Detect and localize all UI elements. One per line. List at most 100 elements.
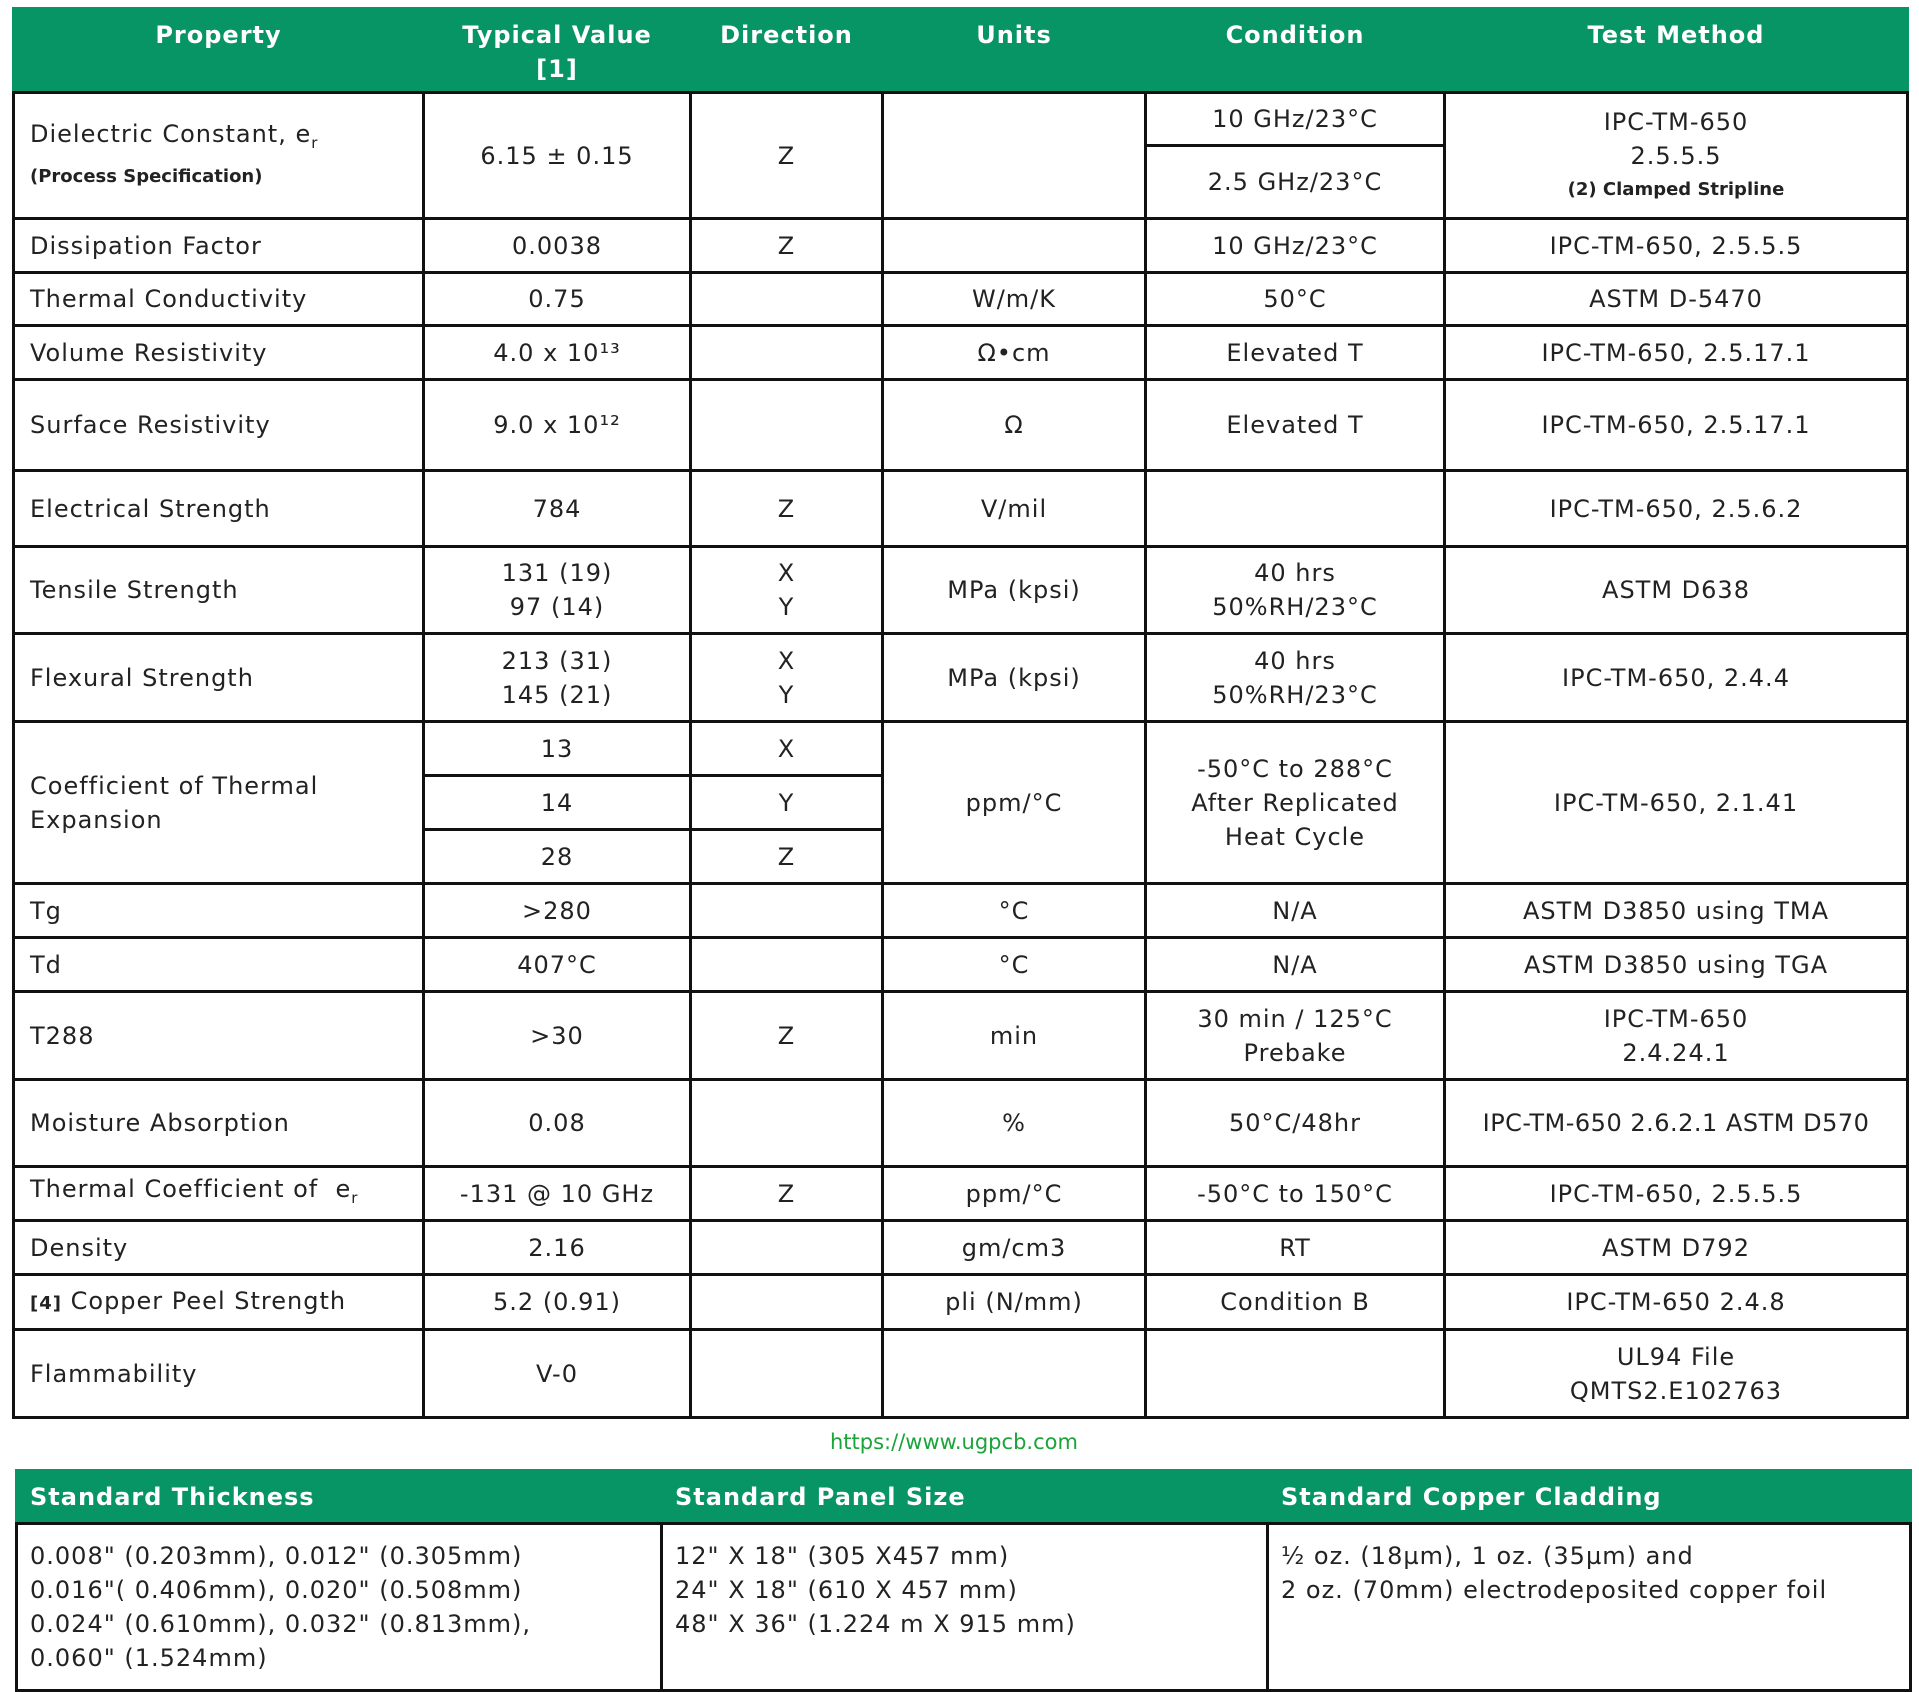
table-row: Coefficient of Thermal Expansion 13 X ppm… [12, 720, 1909, 885]
property-line: Coefficient of Thermal [30, 771, 319, 800]
table-row: 2.5 GHz/23°C [14, 144, 1908, 220]
value-cell: 9.0 x 10¹² [422, 378, 692, 472]
watermark: https://www.ugpcb.com [830, 1430, 1078, 1454]
table-row: Td 407°C °C N/A ASTM D3850 using TGA [12, 936, 1909, 993]
value-cell: V-0 [422, 1328, 692, 1419]
table-row: 0.008" (0.203mm), 0.012" (0.305mm) 0.016… [15, 1522, 1912, 1692]
direction-cell [689, 1273, 884, 1331]
method-line: IPC-TM-650 [1603, 1004, 1749, 1033]
direction-cell [689, 271, 884, 327]
property-label: Dielectric Constant, e [30, 120, 312, 149]
property-cell: Tg [12, 882, 425, 939]
direction-cell [689, 324, 884, 381]
panel-size-cell: 12" X 18" (305 X457 mm) 24" X 18" (610 X… [660, 1522, 1269, 1692]
value-cell: >280 [422, 882, 692, 939]
header-footnote: [1] [536, 55, 578, 83]
header-typical-value-label: Typical Value [462, 21, 652, 49]
property-cell: Dissipation Factor [12, 217, 425, 274]
method-line: IPC-TM-650 [1603, 107, 1749, 136]
method-cell: IPC-TM-650, 2.1.41 [1443, 720, 1909, 885]
header-standard-thickness: Standard Thickness [15, 1469, 663, 1525]
direction-line: Y [778, 680, 795, 709]
value-cell: 4.0 x 10¹³ [422, 324, 692, 381]
header-standard-copper-cladding: Standard Copper Cladding [1266, 1469, 1912, 1525]
units-cell [881, 1328, 1147, 1419]
method-cell: ASTM D792 [1443, 1219, 1909, 1276]
condition-line: 40 hrs [1254, 559, 1336, 587]
table-row: [4] Copper Peel Strength 5.2 (0.91) pli (N… [12, 1273, 1909, 1331]
thickness-line: 0.024" (0.610mm), 0.032" (0.813mm), [30, 1610, 532, 1638]
table-row: Electrical Strength 784 Z V/mil IPC-TM-650, … [12, 469, 1909, 548]
cladding-line: 2 oz. (70mm) electrodeposited copper foi… [1281, 1576, 1828, 1604]
value-cell: 131 (19) 97 (14) [422, 545, 692, 635]
table-row: Thermal Conductivity 0.75 W/m/K 50°C ASTM D-… [12, 271, 1909, 327]
condition-line: 50%RH/23°C [1212, 680, 1378, 709]
value-cell: 6.15 ± 0.15 [422, 91, 692, 220]
method-cell: ASTM D638 [1443, 545, 1909, 635]
property-cell: Electrical Strength [12, 469, 425, 548]
properties-table: Property Typical Value [1] Direction Unit… [12, 7, 1909, 1419]
condition-cell [1144, 469, 1446, 548]
value-cell: 407°C [422, 936, 692, 993]
direction-line: X [777, 646, 796, 675]
method-note: (2) Clamped Stripline [1567, 178, 1785, 200]
value-cell: 28 [422, 828, 692, 885]
units-cell: Ω•cm [881, 324, 1147, 381]
units-cell: gm/cm3 [881, 1219, 1147, 1276]
header-typical-value: Typical Value [1] [422, 7, 692, 94]
direction-cell [689, 1219, 884, 1276]
panel-line: 24" X 18" (610 X 457 mm) [675, 1576, 1018, 1604]
direction-cell [689, 882, 884, 939]
thickness-line: 0.060" (1.524mm) [30, 1644, 268, 1672]
value-line: 213 (31) [501, 646, 613, 675]
subscript: r [311, 133, 319, 152]
condition-cell: 50°C [1144, 271, 1446, 327]
table-row: Density 2.16 gm/cm3 RT ASTM D792 [12, 1219, 1909, 1276]
method-cell: IPC-TM-650 2.4.24.1 [1443, 990, 1909, 1081]
subscript: r [351, 1188, 359, 1207]
value-cell: 0.08 [422, 1078, 692, 1168]
value-cell: -131 @ 10 GHz [422, 1165, 692, 1222]
header-units: Units [881, 7, 1147, 94]
direction-cell [689, 1078, 884, 1168]
header-test-method: Test Method [1443, 7, 1909, 94]
condition-cell: RT [1144, 1219, 1446, 1276]
condition-cell: Elevated T [1144, 324, 1446, 381]
units-cell: W/m/K [881, 271, 1147, 327]
method-cell: ASTM D-5470 [1443, 271, 1909, 327]
header-property: Property [12, 7, 425, 94]
footnote-marker: [4] [30, 1292, 62, 1314]
direction-cell: Y [689, 774, 884, 831]
table-row: Moisture Absorption 0.08% 50°C/48hr IPC-TM-… [12, 1078, 1909, 1168]
direction-cell [689, 378, 884, 472]
units-cell [881, 91, 1147, 220]
thickness-cell: 0.008" (0.203mm), 0.012" (0.305mm) 0.016… [15, 1522, 663, 1692]
value-cell: 784 [422, 469, 692, 548]
property-cell: Flammability [12, 1328, 425, 1419]
value-cell: 14 [422, 774, 692, 831]
property-cell: Tensile Strength [12, 545, 425, 635]
direction-cell [689, 936, 884, 993]
property-cell: Density [12, 1219, 425, 1276]
table-row: Volume Resistivity 4.0 x 10¹³ Ω•cm Elevated… [12, 324, 1909, 381]
header-standard-panel-size: Standard Panel Size [660, 1469, 1269, 1525]
table-row: 28 Z [14, 828, 1908, 885]
condition-cell: -50°C to 150°C [1144, 1165, 1446, 1222]
units-cell: ppm/°C [881, 720, 1147, 885]
condition-cell: 50°C/48hr [1144, 1078, 1446, 1168]
method-cell: IPC-TM-650 2.4.8 [1443, 1273, 1909, 1331]
property-cell: Coefficient of Thermal Expansion [12, 720, 425, 885]
condition-line: After Replicated [1191, 788, 1399, 817]
value-cell: 0.0038 [422, 217, 692, 274]
header-condition: Condition [1144, 7, 1446, 94]
property-line: Expansion [30, 805, 163, 834]
table-row: Dielectric Constant, er (Process Specific… [12, 91, 1909, 220]
method-cell: ASTM D3850 using TGA [1443, 936, 1909, 993]
condition-line: Prebake [1243, 1038, 1347, 1067]
